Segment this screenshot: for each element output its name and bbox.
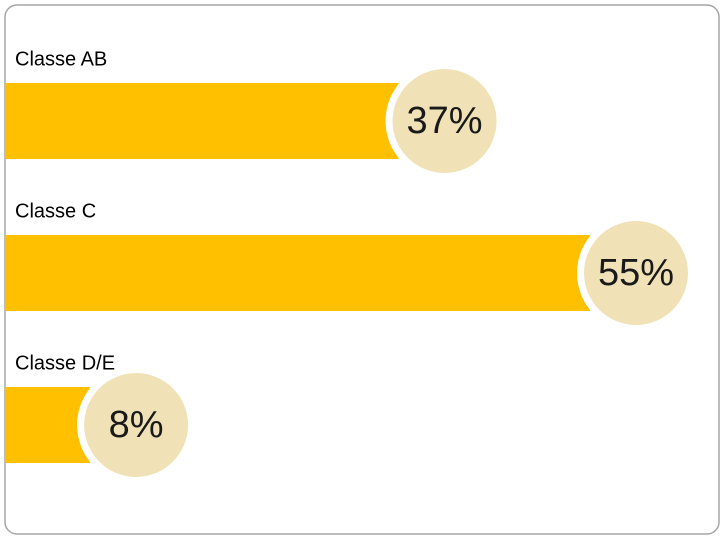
value-label: 55% [598, 252, 674, 294]
label-badge [392, 69, 497, 173]
category-label: Classe C [15, 200, 96, 222]
bar [5, 235, 590, 311]
bar [5, 387, 91, 463]
value-label: 37% [407, 100, 483, 142]
label-badge [84, 373, 189, 477]
value-label: 8% [109, 404, 164, 446]
category-label: Classe AB [15, 48, 107, 70]
category-label: Classe D/E [15, 352, 115, 374]
label-badge [584, 221, 688, 325]
bar [5, 83, 399, 159]
